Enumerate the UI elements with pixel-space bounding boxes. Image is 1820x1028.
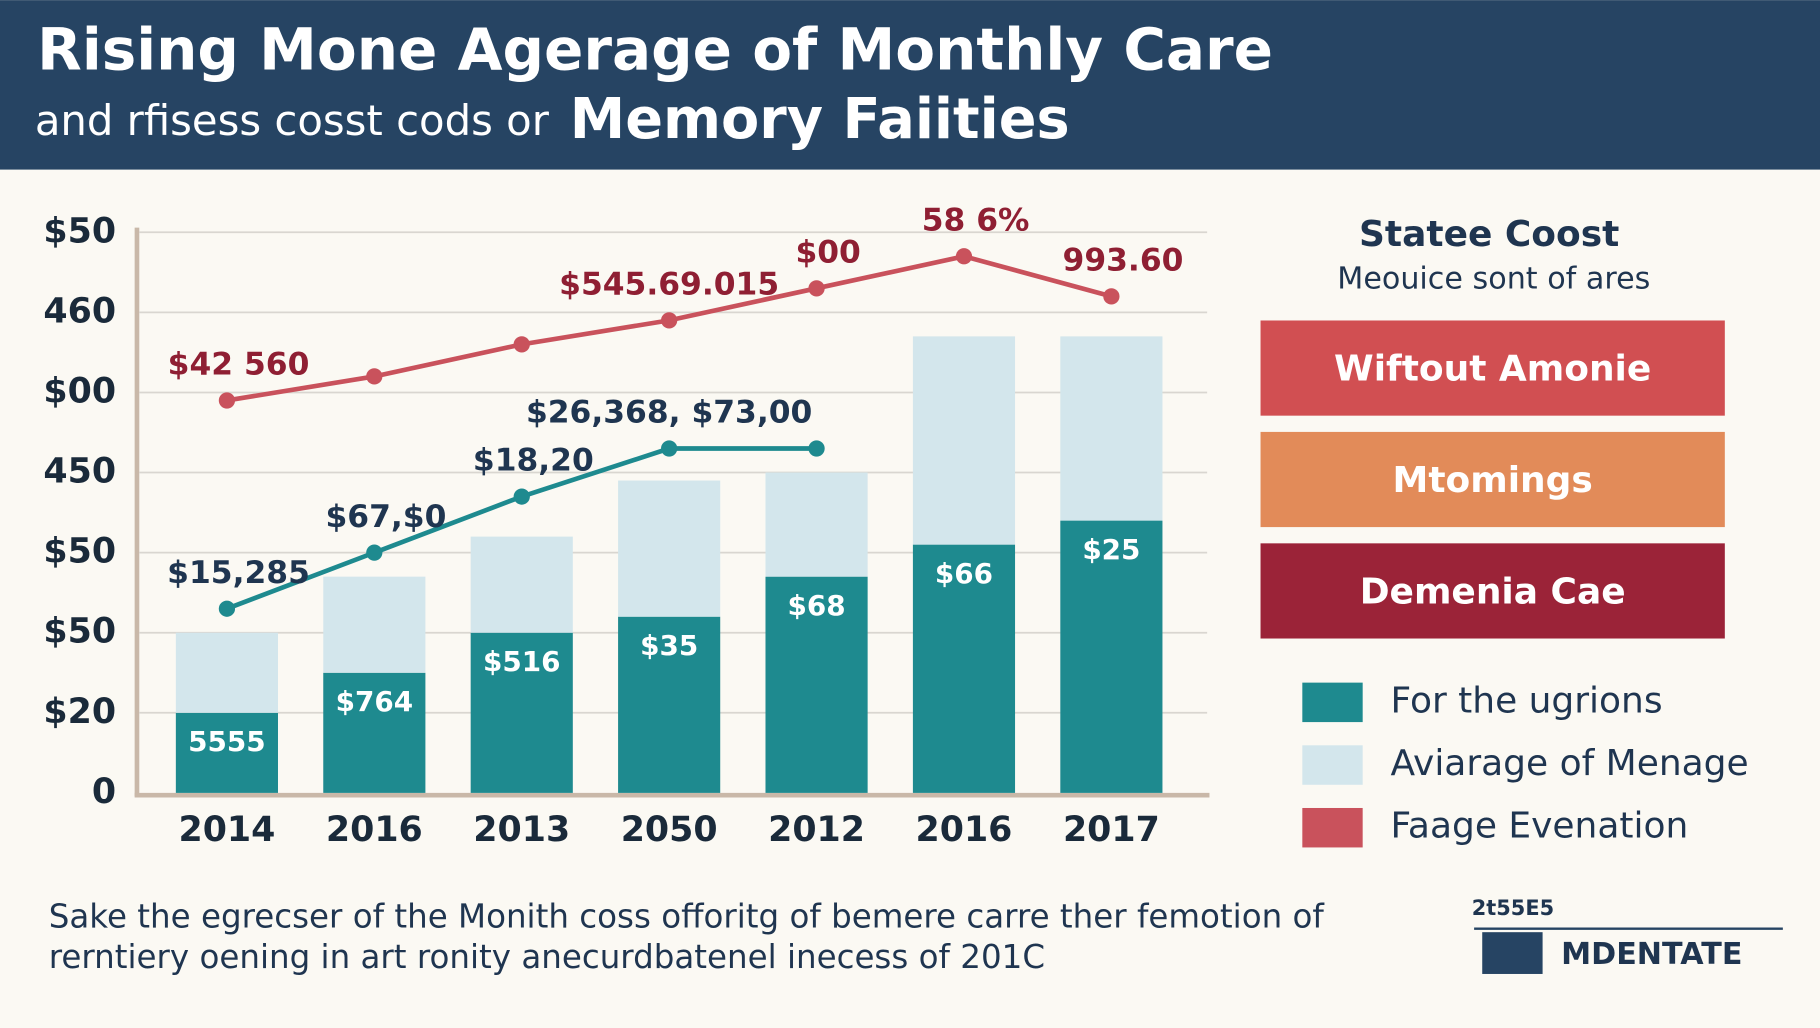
line-point xyxy=(218,392,236,409)
point-label: $67,$0 xyxy=(325,499,446,535)
legend-swatch xyxy=(1302,682,1363,723)
y-tick-label: $50 xyxy=(43,612,116,652)
brand: MDENTATE xyxy=(1561,937,1742,972)
title: Rising Mone Agerage of Monthly Care xyxy=(37,16,1273,84)
bar-label: $516 xyxy=(483,645,560,678)
bar-segment xyxy=(912,544,1016,793)
x-tick-label: 2014 xyxy=(178,810,275,850)
subtitle-text: and rfisess cosst cods or xyxy=(35,96,550,145)
line-point xyxy=(513,336,530,353)
legend-swatch xyxy=(1302,807,1363,848)
point-label: $18,20 xyxy=(473,443,594,479)
bar-label: $66 xyxy=(935,557,993,590)
bar-segment xyxy=(1060,336,1163,521)
point-label: $26,368, $73,00 xyxy=(526,395,812,431)
panel-button xyxy=(1260,320,1725,416)
bar-label: $35 xyxy=(640,629,698,662)
point-label: 993.60 xyxy=(1063,243,1184,279)
panel-button-label: Mtomings xyxy=(1393,460,1593,501)
line-point xyxy=(1103,288,1120,305)
bar-segment xyxy=(765,576,868,793)
panel-button-label: Wiftout Amonie xyxy=(1334,348,1651,389)
panel-button-label: Demenia Cae xyxy=(1360,571,1626,612)
point-label: 58 6% xyxy=(922,202,1030,238)
footer-code: 2t55E5 xyxy=(1472,896,1554,920)
x-tick-label: 2016 xyxy=(326,810,423,850)
footer-line: rerntiery oening in art ronity anecurdba… xyxy=(49,938,1045,976)
legend-label: Aviarage of Menage xyxy=(1391,743,1749,784)
bar-label: $764 xyxy=(336,685,414,718)
bar-segment xyxy=(618,616,721,793)
panel-button xyxy=(1260,431,1725,528)
legend-swatch xyxy=(1302,745,1363,785)
line-point xyxy=(218,600,236,617)
line-point xyxy=(366,544,383,561)
bar-label: 5555 xyxy=(188,725,266,758)
y-tick-label: 450 xyxy=(43,452,116,492)
point-label: $00 xyxy=(795,235,860,271)
point-label: $42 560 xyxy=(168,347,310,383)
bar-segment xyxy=(912,336,1016,545)
bar-segment xyxy=(323,576,426,673)
line-point xyxy=(661,440,678,457)
bar-segment xyxy=(618,480,721,617)
panel-title: Statee Coost xyxy=(1359,214,1619,255)
footer-line: Sake the egrecser of the Monith coss off… xyxy=(49,897,1326,935)
x-tick-label: 2012 xyxy=(768,810,865,850)
line-point xyxy=(513,488,530,505)
line-point xyxy=(808,280,825,297)
y-tick-label: $50 xyxy=(43,211,116,251)
bar-label: $25 xyxy=(1082,533,1140,566)
legend-label: Faage Evenation xyxy=(1391,806,1689,847)
y-tick-label: 460 xyxy=(43,291,116,331)
bar-segment xyxy=(175,632,278,713)
bar-label: $68 xyxy=(788,589,846,622)
bar-segment xyxy=(1060,520,1163,793)
line-point xyxy=(661,312,678,329)
bar-segment xyxy=(470,536,573,633)
y-tick-label: $00 xyxy=(43,371,116,411)
x-tick-label: 2017 xyxy=(1063,810,1160,850)
legend-label: For the ugrions xyxy=(1391,680,1663,721)
brand-logo xyxy=(1482,932,1543,974)
line-point xyxy=(366,368,383,385)
bar-segment xyxy=(323,672,426,793)
point-label: $545.69.015 xyxy=(559,267,779,303)
line-point xyxy=(955,248,973,265)
point-label: $15,285 xyxy=(167,555,310,591)
header-bar xyxy=(0,0,1820,170)
subtitle: and rfisess cosst cods or Memory Faiities xyxy=(35,87,1070,152)
bar-segment xyxy=(470,632,573,793)
x-tick-label: 2016 xyxy=(916,810,1013,850)
line-point xyxy=(808,440,825,457)
panel-subtitle: Meouice sont of ares xyxy=(1337,261,1650,296)
x-tick-label: 2050 xyxy=(621,810,718,850)
panel-button xyxy=(1260,543,1725,639)
bar-segment xyxy=(175,712,278,793)
x-tick-label: 2013 xyxy=(473,810,570,850)
y-tick-label: 0 xyxy=(92,772,116,812)
subtitle-bold: Memory Faiities xyxy=(570,87,1070,152)
bar-segment xyxy=(765,472,868,577)
y-tick-label: $50 xyxy=(43,532,116,572)
y-tick-label: $20 xyxy=(43,692,116,732)
